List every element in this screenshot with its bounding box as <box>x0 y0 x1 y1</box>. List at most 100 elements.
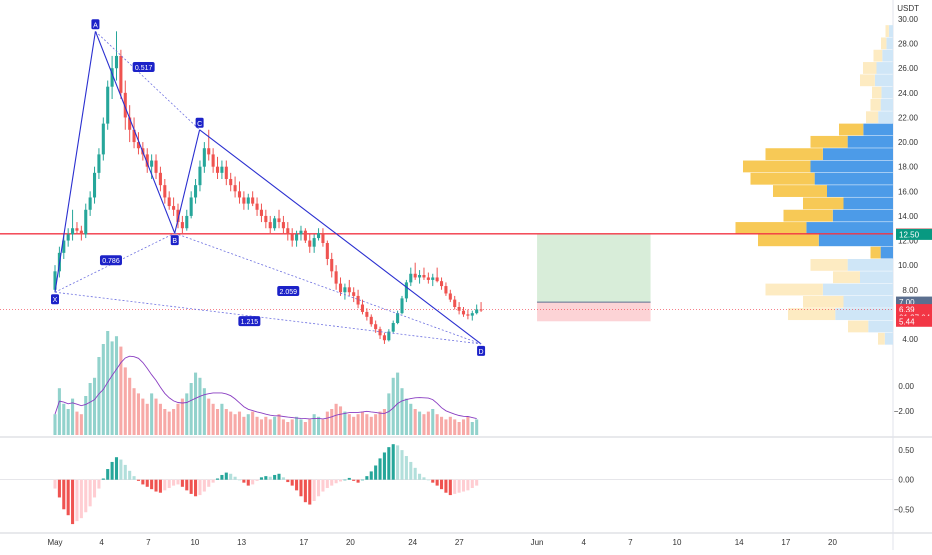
date-tick-label: 10 <box>190 538 199 547</box>
candle-body <box>382 335 386 341</box>
volume-bar <box>92 377 97 435</box>
volume-bar <box>273 416 277 435</box>
candle-body <box>202 148 206 167</box>
volume-bar <box>277 414 281 435</box>
profile-bar-up <box>886 37 893 50</box>
candle-body <box>158 172 162 186</box>
candle-body <box>440 281 444 287</box>
oscillator-bar <box>369 471 373 480</box>
currency-label: USDT <box>897 4 919 13</box>
volume-bar <box>154 398 158 435</box>
ratio-badge <box>132 62 155 72</box>
oscillator-bar <box>215 478 220 480</box>
volume-bar <box>317 416 321 435</box>
profile-bar-up <box>878 111 893 124</box>
volume-bar <box>172 409 176 435</box>
price-tick-label: 14.00 <box>898 212 919 221</box>
profile-bar-up <box>874 74 893 87</box>
oscillator-bar <box>387 447 391 480</box>
profile-bar-down <box>878 332 885 345</box>
candle-body <box>334 271 338 284</box>
candle-body <box>448 293 452 300</box>
ratio-badge <box>99 255 122 266</box>
date-tick-label: 10 <box>673 538 682 547</box>
volume-bar <box>233 414 237 435</box>
date-tick-label: 14 <box>735 538 744 547</box>
oscillator-bar <box>128 470 132 480</box>
time-axis[interactable]: May 4 7 10 13 17 20 24 27 Jun 4 7 10 14 17 20 <box>47 538 837 547</box>
candle-body <box>180 222 184 229</box>
volume-bar <box>303 422 307 435</box>
pattern-point-label: A <box>93 22 98 29</box>
pattern-point-badge <box>195 117 204 128</box>
volume-bar <box>290 419 294 435</box>
oscillator-bar <box>281 477 285 480</box>
profile-bar-down <box>833 271 860 284</box>
oscillator-bar <box>317 479 321 497</box>
volume-bar <box>246 414 250 435</box>
volume-bar <box>132 388 136 435</box>
pattern-point-badge <box>91 19 100 30</box>
volume-bar <box>391 377 395 435</box>
volume-bar <box>237 411 242 435</box>
profile-bar-down <box>870 99 881 111</box>
oscillator-bar <box>303 479 307 503</box>
candle-body <box>360 304 365 312</box>
oscillator-bar <box>176 479 180 485</box>
candle-body <box>128 117 132 130</box>
pattern-leg <box>199 129 482 345</box>
oscillator-bar <box>391 444 395 480</box>
profile-bar-up <box>876 62 893 74</box>
oscillator-bar <box>286 479 290 483</box>
oscillator-bar <box>457 479 461 493</box>
volume-bar <box>176 403 180 435</box>
candle-body <box>369 316 373 325</box>
volume-bar <box>211 403 215 435</box>
volume-tick-label: 0.00 <box>898 382 914 391</box>
price-marker-badge <box>896 296 932 308</box>
volume-bar <box>150 393 154 435</box>
profile-bar-down <box>848 320 869 333</box>
oscillator-bar <box>246 479 250 486</box>
oscillator-bar <box>321 479 325 492</box>
oscillator-bar <box>444 479 448 493</box>
candle-body <box>404 282 408 299</box>
candle-body <box>466 314 470 316</box>
oscillator-bar <box>237 479 242 481</box>
volume-bar <box>163 409 167 435</box>
harmonic-pattern[interactable]: X A B C D 0.517 0.786 2.059 1.215 <box>51 19 486 356</box>
price-axis[interactable]: 30.00 28.00 26.00 24.00 22.00 20.00 18.00 16.00… <box>894 15 932 514</box>
volume-bar <box>119 346 123 435</box>
profile-bar-down <box>765 148 823 161</box>
candle-body <box>114 55 119 69</box>
price-tick-label: 18.00 <box>898 163 919 172</box>
volume-bar <box>365 414 369 435</box>
volume-bar <box>299 419 303 435</box>
oscillator-bar <box>290 479 294 486</box>
position-tool[interactable] <box>537 234 651 322</box>
ratio-label: 0.517 <box>135 65 153 72</box>
oscillator-bar <box>229 473 233 480</box>
oscillator-bar <box>396 445 400 480</box>
profile-bar-up <box>880 246 893 259</box>
profile-bar-up <box>847 259 893 271</box>
volume-bar <box>224 409 228 435</box>
candle-body <box>264 215 268 223</box>
candle-body <box>154 160 158 173</box>
date-tick-label: 7 <box>146 538 151 547</box>
profile-bar-up <box>822 283 893 296</box>
profile-bar-down <box>810 259 848 271</box>
candle-body <box>150 160 154 167</box>
candle-body <box>295 234 299 241</box>
oscillator-bar <box>404 456 408 480</box>
date-tick-label: 4 <box>99 538 104 547</box>
volume-bar <box>448 416 452 435</box>
oscillator-bar <box>418 473 422 480</box>
oscillator-bar <box>136 479 140 481</box>
volume-bar <box>110 341 114 435</box>
profile-bar-down <box>873 49 883 62</box>
date-tick-label: 13 <box>237 538 246 547</box>
profile-bar-up <box>832 209 893 222</box>
oscillator-bar <box>382 452 386 480</box>
volume-bar <box>220 403 224 435</box>
